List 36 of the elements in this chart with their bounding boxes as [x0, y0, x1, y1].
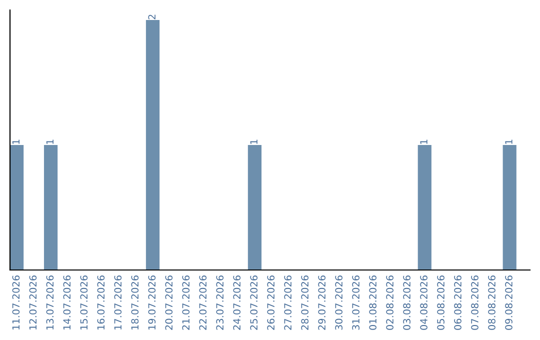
x-tick-label: 16.07.2026: [97, 275, 105, 330]
x-tick-label: 03.08.2026: [403, 275, 410, 330]
x-tick-label: 02.08.2026: [386, 275, 394, 330]
x-tick-label: 15.07.2026: [80, 275, 88, 330]
x-tick-label: 30.07.2026: [335, 275, 342, 330]
data-label: 1: [46, 140, 54, 144]
x-tick-label: 13.07.2026: [46, 275, 54, 330]
x-tick-label: 07.08.2026: [471, 275, 478, 330]
x-tick-label: 06.08.2026: [454, 275, 462, 330]
x-tick-label: 26.07.2026: [267, 275, 275, 330]
data-label: 2: [148, 14, 156, 20]
x-tick-label: 14.07.2026: [63, 275, 71, 330]
x-tick-label: 28.07.2026: [301, 275, 309, 330]
x-tick-label: 20.07.2026: [165, 275, 173, 330]
x-tick-label: 27.07.2026: [284, 275, 292, 330]
x-tick-label: 05.08.2026: [437, 275, 444, 330]
x-tick-label: 29.07.2026: [318, 275, 326, 330]
x-tick-label: 01.08.2026: [369, 275, 376, 330]
x-tick-label: 24.07.2026: [233, 275, 241, 330]
x-tick-label: 09.08.2026: [505, 275, 512, 330]
x-tick-label: 17.07.2026: [114, 275, 122, 330]
x-tick-label: 23.07.2026: [216, 275, 224, 330]
x-tick-label: 18.07.2026: [131, 275, 139, 330]
x-tick-label: 22.07.2026: [199, 275, 207, 330]
x-tick-label: 19.07.2026: [148, 275, 156, 330]
x-tick-label: 04.08.2026: [420, 275, 428, 330]
x-tick-label: 21.07.2026: [182, 275, 190, 330]
x-tick-label: 11.07.2026: [12, 275, 20, 330]
x-tick-label: 31.07.2026: [352, 275, 360, 330]
data-label: 1: [12, 140, 20, 144]
data-label: 1: [250, 140, 258, 144]
data-label: 1: [505, 140, 512, 144]
x-tick-label: 12.07.2026: [29, 275, 37, 330]
data-label: 1: [420, 140, 428, 144]
x-tick-label: 25.07.2026: [250, 275, 258, 330]
x-tick-label: 08.08.2026: [488, 275, 496, 330]
